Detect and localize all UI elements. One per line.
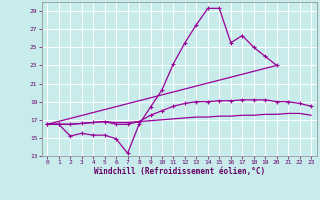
- X-axis label: Windchill (Refroidissement éolien,°C): Windchill (Refroidissement éolien,°C): [94, 167, 265, 176]
